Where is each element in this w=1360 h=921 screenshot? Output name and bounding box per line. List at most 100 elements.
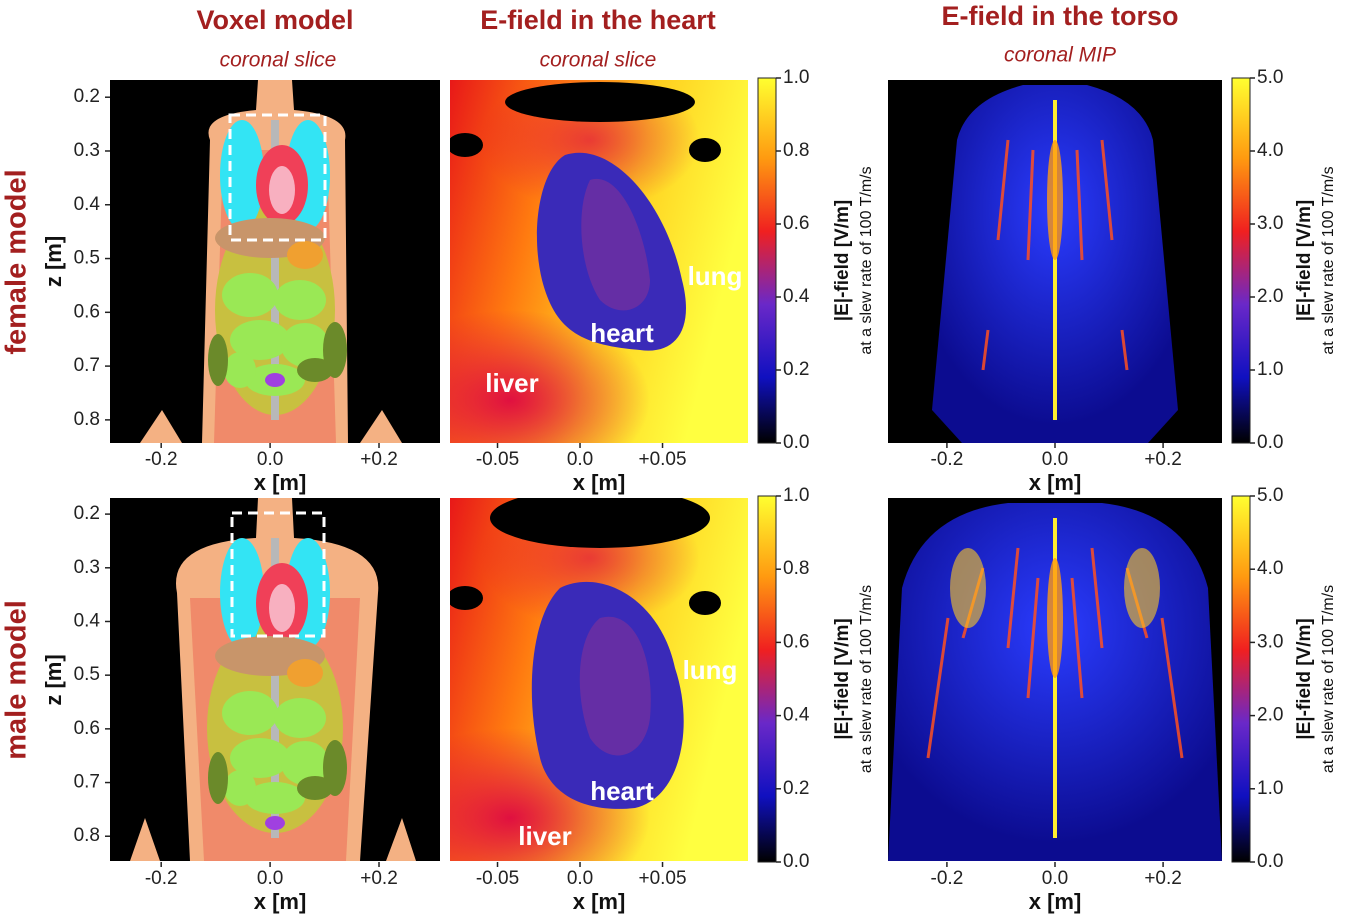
y-tick-label: 0.5	[74, 664, 100, 685]
y-tick-label: 0.2	[74, 86, 100, 107]
colorbar-label: |E|-field [V/m]	[1294, 618, 1315, 739]
colorbar-tick-label: 5.0	[1257, 485, 1283, 506]
colorbar-tick-label: 0.4	[783, 286, 810, 307]
colon	[297, 776, 333, 800]
x-tick-label: +0.2	[360, 449, 398, 470]
annotation: lung	[683, 655, 738, 685]
heart-inner	[269, 584, 295, 632]
x-tick-label: 0.0	[1042, 449, 1068, 470]
colorbar-tick-label: 0.6	[783, 213, 809, 234]
colorbar-label: |E|-field [V/m]	[1294, 200, 1315, 321]
y-tick-label: 0.7	[74, 772, 100, 793]
intestine	[222, 273, 278, 317]
column-title: E-field in the torso	[941, 1, 1178, 31]
annotation: lung	[688, 261, 743, 291]
colorbar-sublabel: at a slew rate of 100 T/m/s	[1320, 585, 1337, 773]
colorbar-tick-label: 5.0	[1257, 67, 1283, 88]
colon	[208, 752, 228, 804]
x-tick-label: 0.0	[567, 868, 593, 889]
outside-body	[447, 586, 483, 610]
colorbar	[1232, 496, 1250, 862]
x-tick-label: 0.0	[567, 449, 593, 470]
x-tick-label: 0.0	[1042, 868, 1068, 889]
column-title: Voxel model	[196, 5, 353, 35]
column-subtitle: coronal slice	[220, 49, 337, 72]
colon	[297, 358, 333, 382]
x-axis-label: x [m]	[573, 470, 626, 495]
x-tick-label: 0.0	[257, 449, 283, 470]
x-tick-label: -0.2	[931, 868, 964, 889]
x-tick-label: -0.2	[145, 449, 178, 470]
colorbar-tick-label: 0.4	[783, 705, 810, 726]
colorbar-tick-label: 1.0	[1257, 778, 1283, 799]
z-axis-label: z [m]	[41, 654, 66, 705]
annotation: liver	[518, 821, 572, 851]
outside-body	[447, 133, 483, 157]
y-tick-label: 0.5	[74, 248, 100, 269]
spine-field	[1047, 558, 1063, 678]
colorbar-sublabel: at a slew rate of 100 T/m/s	[1320, 166, 1337, 354]
x-axis-label: x [m]	[573, 889, 626, 914]
colorbar-sublabel: at a slew rate of 100 T/m/s	[858, 166, 875, 354]
column-title: E-field in the heart	[480, 5, 716, 35]
x-axis-label: x [m]	[254, 889, 307, 914]
colorbar-tick-label: 2.0	[1257, 705, 1283, 726]
row-label: male model	[1, 600, 33, 760]
colon	[208, 334, 228, 386]
colorbar-tick-label: 1.0	[783, 67, 809, 88]
colorbar-tick-label: 1.0	[1257, 359, 1283, 380]
colorbar-tick-label: 0.8	[783, 140, 809, 161]
intestine	[224, 770, 256, 806]
x-axis-label: x [m]	[254, 470, 307, 495]
x-tick-label: -0.05	[476, 449, 519, 470]
y-tick-label: 0.8	[74, 409, 100, 430]
x-tick-label: +0.2	[1144, 449, 1182, 470]
figure: Voxel model coronal slice E-field in the…	[0, 0, 1360, 921]
voxel-image	[110, 80, 440, 443]
x-tick-label: +0.05	[638, 868, 686, 889]
colorbar-tick-label: 0.0	[783, 851, 809, 872]
x-axis-label: x [m]	[1029, 470, 1082, 495]
outside-body	[490, 488, 710, 548]
y-tick-label: 0.6	[74, 301, 100, 322]
stomach	[287, 659, 323, 687]
annotation: liver	[485, 368, 539, 398]
x-tick-label: +0.05	[638, 449, 686, 470]
intestine	[222, 691, 278, 735]
colorbar-tick-label: 0.0	[1257, 851, 1283, 872]
z-axis-label: z [m]	[41, 236, 66, 287]
x-tick-label: -0.2	[145, 868, 178, 889]
colorbar-tick-label: 4.0	[1257, 558, 1283, 579]
colorbar-tick-label: 0.0	[1257, 432, 1283, 453]
x-tick-label: -0.2	[931, 449, 964, 470]
colorbar-label: |E|-field [V/m]	[832, 200, 853, 321]
colorbar-tick-label: 0.0	[783, 432, 809, 453]
colorbar-tick-label: 3.0	[1257, 213, 1283, 234]
y-tick-label: 0.4	[74, 194, 101, 215]
torso-image	[888, 498, 1222, 861]
column-subtitle: coronal MIP	[1004, 44, 1116, 67]
x-axis-label: x [m]	[1029, 889, 1082, 914]
colorbar-tick-label: 0.8	[783, 558, 809, 579]
shoulder-field	[1124, 548, 1160, 628]
bladder	[265, 373, 285, 387]
y-tick-label: 0.7	[74, 355, 100, 376]
stomach	[287, 241, 323, 269]
y-tick-label: 0.3	[74, 140, 100, 161]
colorbar-tick-label: 0.2	[783, 778, 809, 799]
intestine	[274, 280, 326, 320]
colorbar-tick-label: 3.0	[1257, 631, 1283, 652]
x-tick-label: +0.2	[360, 868, 398, 889]
intestine	[274, 698, 326, 738]
colorbar-tick-label: 1.0	[783, 485, 809, 506]
colorbar	[758, 78, 776, 443]
column-subtitle: coronal slice	[540, 49, 657, 72]
y-tick-label: 0.4	[74, 610, 101, 631]
colorbar-tick-label: 4.0	[1257, 140, 1283, 161]
heart-inner	[269, 166, 295, 214]
colorbar-tick-label: 0.2	[783, 359, 809, 380]
torso-image	[888, 80, 1222, 443]
colorbar-tick-label: 2.0	[1257, 286, 1283, 307]
colorbar	[1232, 78, 1250, 443]
y-tick-label: 0.8	[74, 825, 100, 846]
